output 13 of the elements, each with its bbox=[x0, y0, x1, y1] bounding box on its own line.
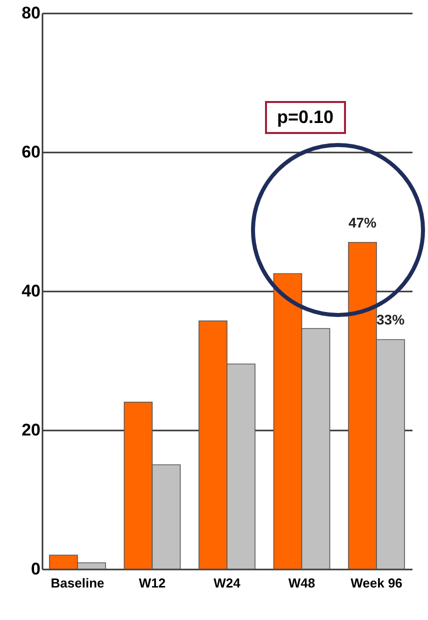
x-tick-label: W12 bbox=[138, 576, 166, 590]
x-tick-label: Baseline bbox=[50, 576, 104, 590]
x-tick-label: Week 96 bbox=[350, 576, 402, 590]
y-tick-label: 40 bbox=[22, 282, 40, 300]
annotation: p=0.10 bbox=[265, 101, 346, 134]
y-tick-label: 80 bbox=[22, 4, 40, 22]
data-label: 47% bbox=[348, 214, 378, 230]
y-tick-label: 0 bbox=[31, 560, 40, 578]
x-tick-label: W48 bbox=[288, 576, 316, 590]
data-label: 33% bbox=[376, 312, 406, 328]
y-tick-label: 20 bbox=[22, 420, 40, 440]
x-tick-label: W24 bbox=[214, 576, 242, 590]
y-tick-label: 60 bbox=[22, 142, 40, 162]
